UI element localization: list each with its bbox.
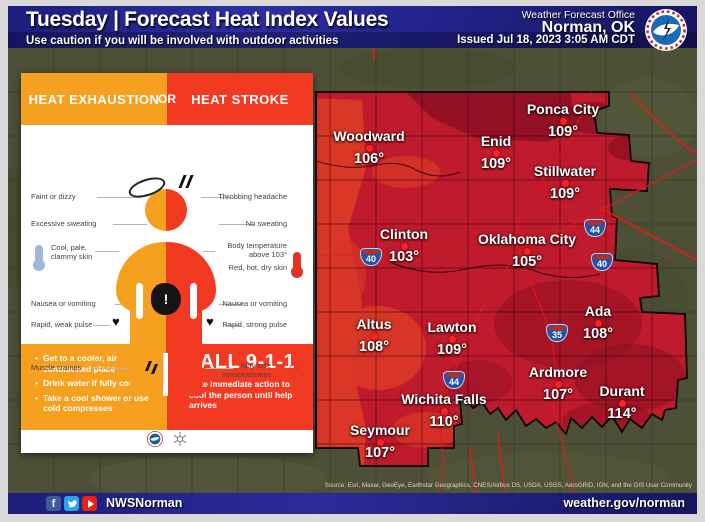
cold-thermometer-icon: [33, 245, 45, 271]
social-handle[interactable]: NWSNorman: [106, 496, 183, 510]
symptom-body-temp: Body temperature above 103°: [227, 241, 287, 259]
infographic-header: HEAT EXHAUSTION HEAT STROKE OR: [21, 73, 313, 125]
action-item: Get to a cooler, air conditioned place: [35, 353, 163, 374]
heat-stroke-title: HEAT STROKE: [167, 73, 313, 125]
header-subtitle: Use caution if you will be involved with…: [26, 35, 339, 47]
connector-line: [97, 197, 141, 198]
or-label: OR: [158, 92, 176, 106]
nws-logo-icon: [644, 8, 688, 52]
symptom-sweating: Excessive sweating: [31, 219, 97, 228]
interstate-40-shield: 40: [360, 248, 382, 266]
symptom-weak-pulse: Rapid, weak pulse: [31, 320, 93, 329]
map-source-attribution: Source: Esri, Maxar, GeoEye, Earthstar G…: [325, 482, 693, 489]
connector-line: [219, 224, 255, 225]
footer-bar: f NWSNorman weather.gov/norman: [8, 493, 697, 514]
heat-exhaustion-title: HEAT EXHAUSTION: [21, 73, 167, 125]
shield-band: [363, 250, 379, 254]
issued-timestamp: Issued Jul 18, 2023 3:05 AM CDT: [457, 34, 635, 46]
figure-arm-gap: [136, 283, 143, 319]
interstate-44-shield: 44: [443, 371, 465, 389]
ems-star-icon: [172, 431, 188, 452]
hot-thermometer-icon: [291, 252, 303, 278]
connector-line: [93, 325, 110, 326]
figure-arm-gap: [190, 283, 197, 319]
stomach-icon: !: [151, 283, 181, 315]
noaa-logo-icon: [146, 431, 163, 452]
website-url[interactable]: weather.gov/norman: [563, 496, 685, 510]
action-item: Take a cool shower or use cold compresse…: [35, 393, 163, 414]
interstate-40-shield: 40: [591, 253, 613, 271]
symptom-no-sweating: No sweating: [245, 219, 287, 228]
connector-line: [203, 251, 215, 252]
connector-line: [225, 325, 241, 326]
office-label: Weather Forecast Office: [521, 9, 635, 21]
symptom-nausea-left: Nausea or vomiting: [31, 299, 96, 308]
symptom-headache: Throbbing headache: [218, 192, 287, 201]
symptom-faint: Faint or dizzy: [31, 192, 76, 201]
symptom-consciousness: May lose consciousness: [221, 361, 271, 379]
call-911-label: CALL 9-1-1: [184, 351, 296, 373]
twitter-icon[interactable]: [64, 496, 79, 511]
shield-band: [587, 221, 603, 225]
symptom-cramps: Muscle cramps: [31, 363, 82, 372]
infographic-logo-strip: [21, 430, 313, 453]
connector-line: [113, 224, 147, 225]
shield-band: [549, 326, 565, 330]
page-title: Tuesday | Forecast Heat Index Values: [26, 8, 389, 31]
youtube-icon[interactable]: [82, 496, 97, 511]
play-icon: [87, 499, 94, 508]
symptom-red-skin: Red, hot, dry skin: [228, 263, 287, 272]
office-name: Norman, OK: [541, 19, 635, 36]
connector-line: [201, 197, 231, 198]
action-item: Drink water if fully conscious: [35, 378, 163, 389]
unconscious-face-icon: ☹: [289, 362, 305, 378]
connector-line: [205, 368, 233, 369]
strong-pulse-heart-icon: ♥: [206, 314, 214, 329]
shield-band: [446, 373, 462, 377]
connector-line: [91, 368, 143, 369]
symptom-strong-pulse: Rapid, strong pulse: [222, 320, 287, 329]
facebook-icon[interactable]: f: [46, 496, 61, 511]
heat-infographic: HEAT EXHAUSTION HEAT STROKE OR ! ♥ ♥: [21, 73, 313, 453]
symptom-nausea-right: Nausea or vomiting: [222, 299, 287, 308]
connector-line: [95, 251, 119, 252]
figure-leg-gap: [163, 353, 168, 396]
interstate-44-shield: 44: [584, 219, 606, 237]
social-icons: f: [46, 496, 97, 511]
figure-head: [145, 189, 187, 231]
weak-pulse-heart-icon: ♥: [112, 314, 120, 329]
header-bar: Tuesday | Forecast Heat Index Values Use…: [8, 6, 697, 51]
interstate-35-shield: 35: [546, 324, 568, 342]
connector-line: [219, 304, 243, 305]
symptom-clammy: Cool, pale, clammy skin: [51, 243, 93, 261]
shield-band: [594, 255, 610, 259]
